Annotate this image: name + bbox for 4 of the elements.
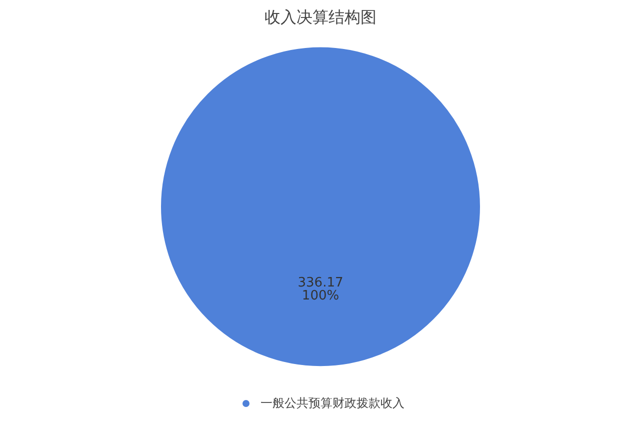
text: 100%: [302, 288, 340, 304]
data-label: 336.17: [298, 276, 344, 291]
chart-title: 收入决算结构图: [264, 8, 376, 26]
legend-label: 一般公共预算财政拨款收入: [260, 394, 404, 412]
